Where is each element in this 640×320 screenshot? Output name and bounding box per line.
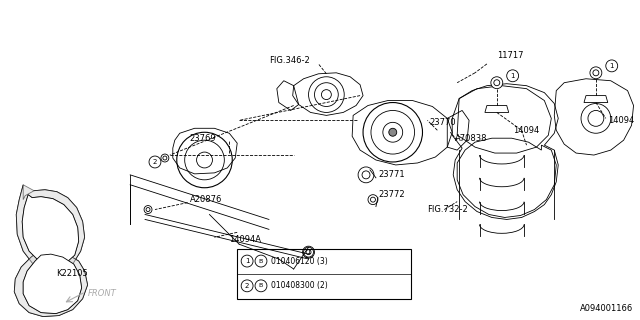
Text: A094001166: A094001166 bbox=[580, 304, 634, 313]
Text: 14094A: 14094A bbox=[229, 235, 261, 244]
Text: A70838: A70838 bbox=[455, 134, 488, 143]
Text: 010408300 (2): 010408300 (2) bbox=[271, 281, 328, 290]
Bar bbox=[237, 249, 411, 299]
Polygon shape bbox=[23, 254, 82, 314]
Polygon shape bbox=[14, 252, 88, 316]
Text: 14094: 14094 bbox=[608, 116, 634, 125]
Text: 2: 2 bbox=[153, 159, 157, 165]
Text: 23771: 23771 bbox=[378, 170, 404, 180]
Circle shape bbox=[368, 195, 378, 204]
Text: 1: 1 bbox=[245, 258, 250, 264]
Circle shape bbox=[389, 128, 397, 136]
Text: A20876: A20876 bbox=[189, 195, 222, 204]
Text: 2: 2 bbox=[245, 283, 250, 289]
Circle shape bbox=[144, 205, 152, 213]
Text: 1: 1 bbox=[511, 73, 515, 79]
Circle shape bbox=[590, 67, 602, 79]
Text: 14094: 14094 bbox=[513, 126, 539, 135]
Text: 23772: 23772 bbox=[378, 190, 404, 199]
Text: FIG.732-2: FIG.732-2 bbox=[428, 205, 468, 214]
Polygon shape bbox=[22, 195, 79, 267]
Circle shape bbox=[491, 77, 503, 89]
Text: B: B bbox=[259, 283, 263, 288]
Text: 23769: 23769 bbox=[189, 134, 216, 143]
Text: 010406120 (3): 010406120 (3) bbox=[271, 257, 328, 266]
Polygon shape bbox=[16, 185, 84, 271]
Circle shape bbox=[303, 247, 314, 257]
Text: FIG.346-2: FIG.346-2 bbox=[269, 56, 310, 65]
Text: 11717: 11717 bbox=[497, 52, 524, 60]
Text: FRONT: FRONT bbox=[88, 289, 116, 298]
Circle shape bbox=[161, 154, 169, 162]
Text: K22105: K22105 bbox=[56, 269, 88, 278]
Text: B: B bbox=[259, 259, 263, 264]
Text: 1: 1 bbox=[307, 249, 311, 255]
Text: 23770: 23770 bbox=[429, 118, 456, 127]
Text: 1: 1 bbox=[609, 63, 614, 69]
